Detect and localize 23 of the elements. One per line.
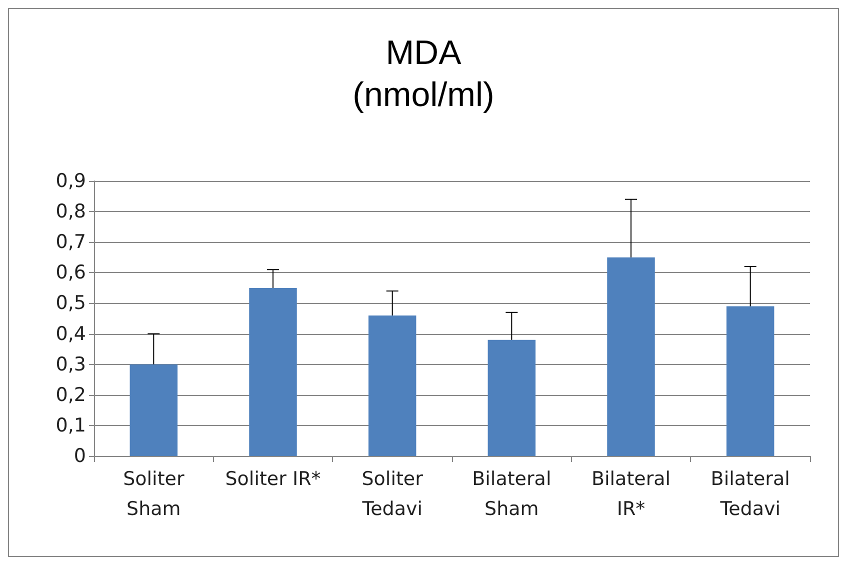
y-tick-label: 0,2 [56, 384, 86, 406]
x-tick-label: Soliter IR* [225, 468, 321, 490]
bar [726, 306, 774, 456]
x-tick-label: Soliter Sham [123, 468, 184, 520]
y-tick-label: 0,9 [56, 170, 86, 192]
x-tick-label: Bilateral Tedavi [710, 468, 790, 520]
y-tick-label: 0,7 [56, 231, 86, 254]
bar [249, 288, 297, 456]
bar [368, 315, 416, 456]
y-tick-label: 0 [74, 445, 86, 467]
y-tick-label: 0,5 [56, 292, 86, 314]
bar [607, 257, 655, 456]
x-tick-label: Bilateral Sham [472, 468, 552, 520]
chart-title: MDA (nmol/ml) [352, 34, 494, 114]
bar [488, 340, 536, 456]
x-tick-label: Bilateral IR* [591, 468, 671, 520]
y-tick-label: 0,6 [56, 262, 86, 284]
bar [130, 364, 178, 456]
x-tick-label: Soliter Tedavi [361, 468, 424, 520]
y-tick-label: 0,8 [56, 200, 86, 223]
y-tick-label: 0,1 [56, 414, 86, 436]
y-tick-label: 0,3 [56, 353, 86, 376]
y-tick-label: 0,4 [56, 322, 86, 345]
